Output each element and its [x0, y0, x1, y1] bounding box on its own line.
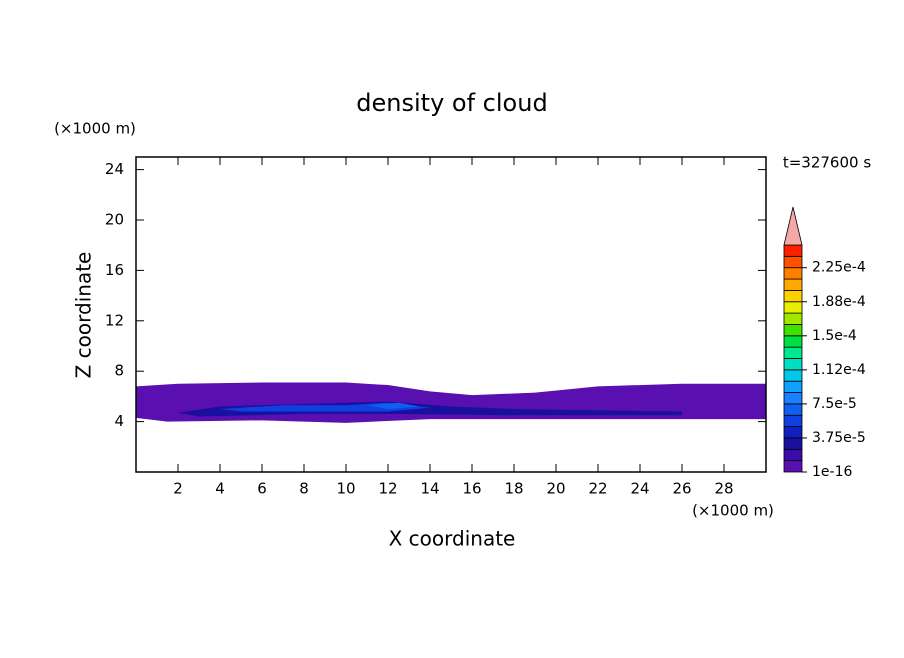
- y-tick-label: 12: [105, 311, 124, 329]
- colorbar-box: [783, 426, 803, 439]
- colorbar-box: [783, 267, 803, 280]
- x-tick-label: 2: [173, 480, 183, 498]
- colorbar-box: [783, 346, 803, 359]
- time-label: t=327600 s: [783, 154, 871, 172]
- y-tick-label: 24: [105, 160, 124, 178]
- x-tick-label: 6: [257, 480, 267, 498]
- y-tick-label: 8: [114, 362, 124, 380]
- colorbar-box: [783, 460, 803, 473]
- y-tick-label: 4: [114, 412, 124, 430]
- colorbar-box: [783, 448, 803, 462]
- x-tick-label: 12: [378, 480, 397, 498]
- colorbar-label: 1.88e-4: [812, 294, 866, 310]
- colorbar-box: [783, 380, 803, 393]
- y-unit: (×1000 m): [54, 120, 136, 138]
- colorbar-box: [783, 289, 803, 303]
- chart-title: density of cloud: [356, 89, 547, 117]
- colorbar-box: [783, 403, 803, 416]
- colorbar-box: [783, 312, 803, 325]
- colorbar-box: [783, 278, 803, 291]
- colorbar-box: [783, 358, 803, 371]
- colorbar-box: [783, 255, 803, 269]
- colorbar-box: [783, 301, 803, 314]
- x-tick-label: 16: [462, 480, 481, 498]
- colorbar-box: [783, 369, 803, 382]
- y-tick-label: 20: [105, 211, 124, 229]
- x-tick-label: 26: [672, 480, 691, 498]
- x-tick-label: 22: [588, 480, 607, 498]
- x-tick-label: 4: [215, 480, 225, 498]
- colorbar-label: 3.75e-5: [812, 430, 866, 446]
- colorbar-box: [783, 335, 803, 348]
- contour-region: [367, 402, 420, 409]
- x-tick-label: 20: [546, 480, 565, 498]
- x-tick-label: 24: [630, 480, 649, 498]
- colorbar-label: 1.12e-4: [812, 362, 866, 378]
- colorbar-box: [783, 392, 803, 405]
- colorbar-over: [783, 206, 803, 246]
- colorbar-box: [783, 244, 803, 257]
- colorbar-label: 1.5e-4: [812, 328, 857, 344]
- colorbar-label: 1e-16: [812, 464, 852, 480]
- x-tick-label: 14: [420, 480, 439, 498]
- colorbar-label: 7.5e-5: [812, 396, 857, 412]
- x-axis-label: X coordinate: [389, 527, 516, 551]
- x-tick-label: 8: [299, 480, 309, 498]
- x-tick-label: 28: [714, 480, 733, 498]
- contour-region: [136, 382, 766, 423]
- colorbar-box: [783, 437, 803, 450]
- colorbar-box: [783, 414, 803, 428]
- y-tick-label: 16: [105, 261, 124, 279]
- y-axis-label: Z coordinate: [72, 252, 96, 379]
- plot-frame: [135, 156, 767, 473]
- colorbar-label: 2.25e-4: [812, 260, 866, 276]
- x-unit: (×1000 m): [692, 502, 774, 520]
- colorbar-box: [783, 324, 803, 337]
- x-tick-label: 10: [336, 480, 355, 498]
- x-tick-label: 18: [504, 480, 523, 498]
